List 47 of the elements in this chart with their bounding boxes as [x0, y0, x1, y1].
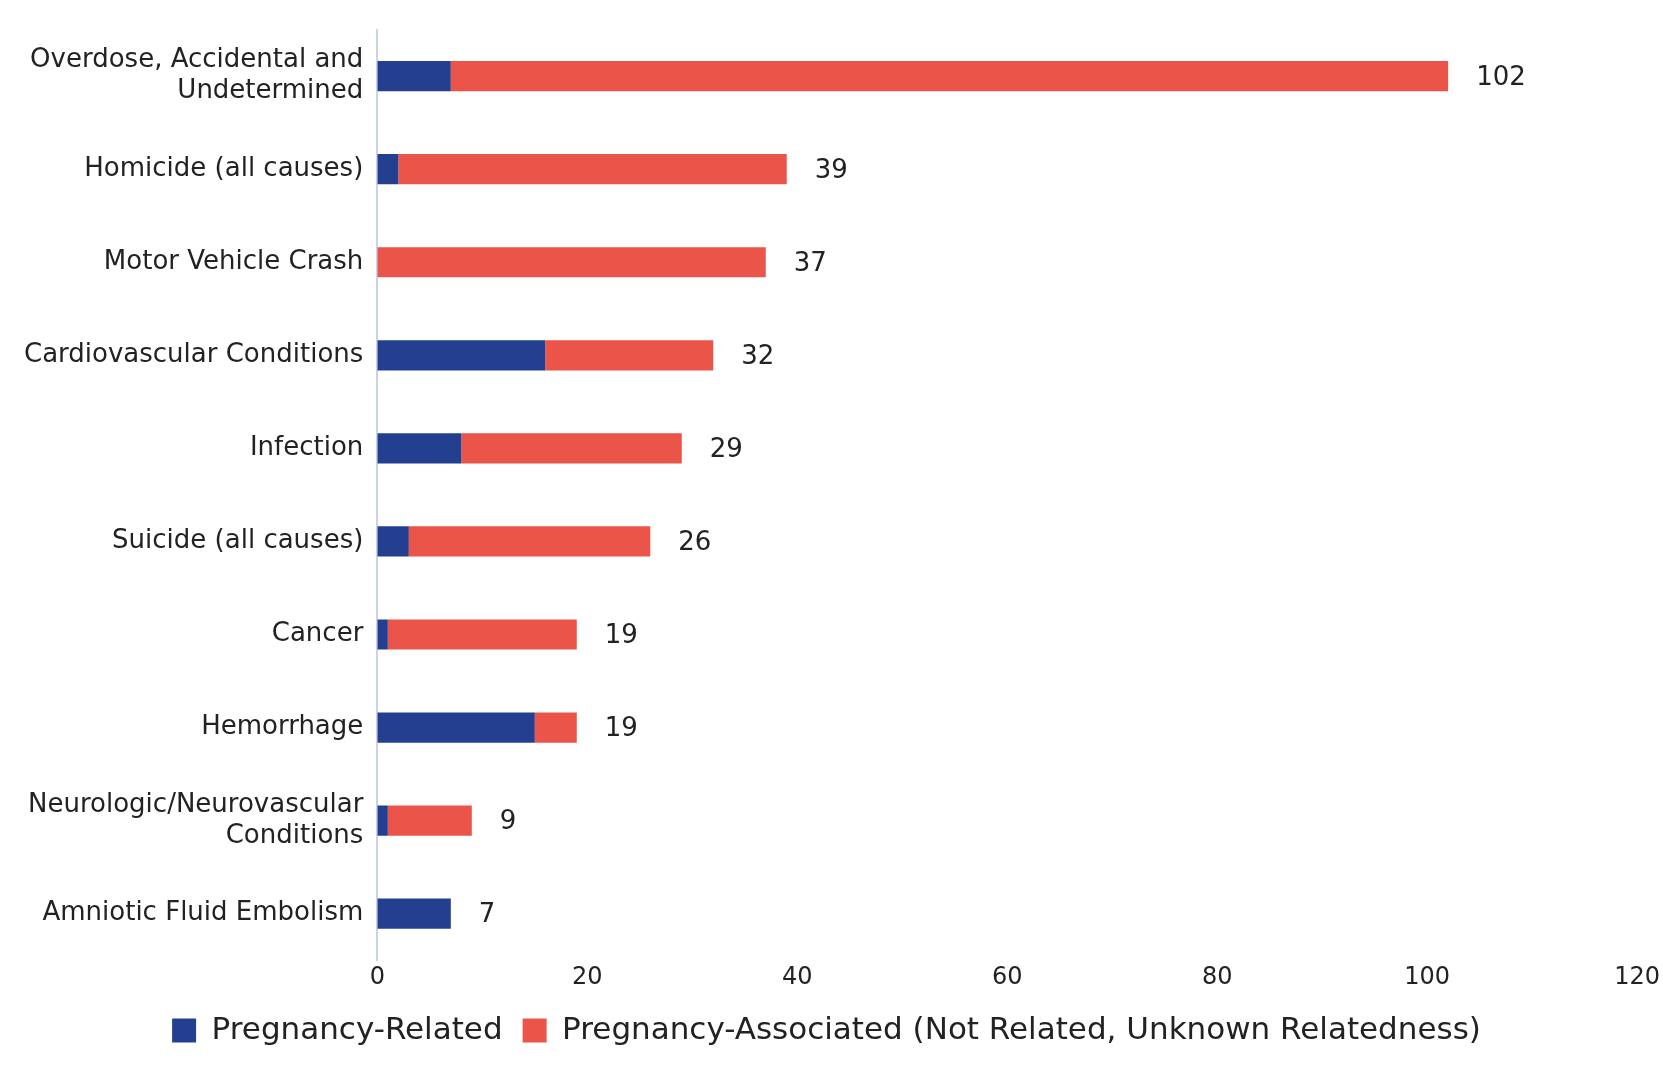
bar — [545, 340, 714, 371]
y-tick-label: Amniotic Fluid Embolism — [42, 896, 364, 927]
total-label: 102 — [1476, 60, 1526, 91]
bar — [534, 712, 577, 743]
total-label: 37 — [793, 247, 827, 277]
bar — [408, 526, 651, 557]
total-label: 19 — [604, 619, 638, 650]
total-label: 39 — [814, 153, 848, 184]
y-tick-label: Motor Vehicle Crash — [103, 245, 364, 275]
x-tick-label: 0 — [369, 961, 385, 990]
bar — [377, 247, 766, 278]
total-label: 9 — [499, 805, 517, 836]
total-label: 7 — [478, 898, 496, 929]
legend-label: Pregnancy-Related — [211, 1009, 503, 1046]
bar — [377, 526, 409, 557]
y-tick-label: Cancer — [271, 617, 364, 648]
x-tick-label: 120 — [1614, 961, 1660, 990]
y-tick-label: Neurologic/Neurovascular Conditions — [28, 787, 364, 849]
x-tick-label: 60 — [991, 961, 1023, 990]
bar — [377, 433, 462, 464]
x-tick-label: 100 — [1404, 961, 1451, 990]
bar — [387, 805, 472, 836]
bar — [377, 898, 451, 929]
y-tick-label: Overdose, Accidental and Undetermined — [30, 43, 364, 105]
y-tick-label: Infection — [249, 431, 364, 462]
bar — [461, 433, 682, 464]
total-label: 19 — [604, 712, 638, 743]
bar — [377, 712, 535, 743]
bar — [377, 154, 399, 185]
x-tick-label: 80 — [1201, 961, 1233, 990]
bar — [377, 619, 388, 650]
y-tick-label: Suicide (all causes) — [112, 524, 364, 555]
legend-label: Pregnancy-Associated (Not Related, Unknown Relatedness) — [562, 1009, 1481, 1046]
bar — [377, 340, 546, 371]
bar — [450, 61, 1449, 92]
bar — [387, 619, 577, 650]
bar — [377, 61, 451, 92]
bar — [377, 805, 388, 836]
y-tick-label: Homicide (all causes) — [84, 151, 364, 182]
x-tick-label: 40 — [781, 961, 813, 990]
total-label: 29 — [709, 433, 743, 464]
total-label: 26 — [678, 526, 712, 557]
y-tick-label: Cardiovascular Conditions — [23, 338, 364, 369]
y-tick-label: Hemorrhage — [201, 710, 364, 741]
total-label: 32 — [741, 340, 775, 371]
bar — [398, 154, 787, 185]
x-tick-label: 20 — [572, 961, 603, 990]
